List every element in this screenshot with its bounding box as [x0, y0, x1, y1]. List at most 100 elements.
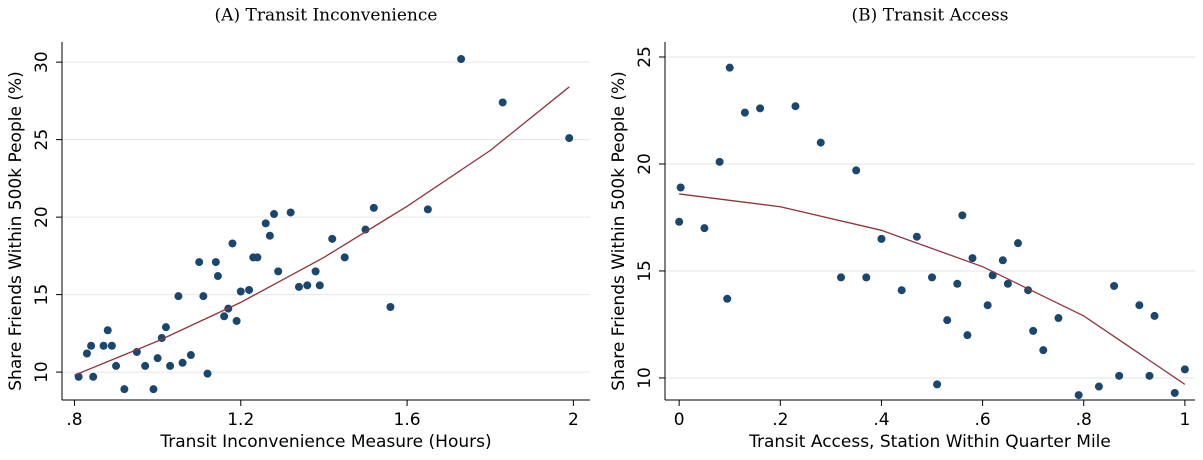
point: [1003, 279, 1012, 288]
point: [457, 55, 466, 64]
point: [87, 341, 96, 350]
point: [897, 286, 906, 295]
chart-title: (A) Transit Inconvenience: [215, 6, 438, 26]
point: [756, 104, 765, 113]
point: [211, 258, 220, 267]
point: [311, 267, 320, 276]
point: [958, 211, 967, 220]
point: [1110, 281, 1119, 290]
x-tick-label: 2: [568, 410, 579, 430]
point: [178, 358, 187, 367]
x-tick-label: .2: [772, 410, 788, 430]
point: [195, 258, 204, 267]
point: [1029, 326, 1038, 335]
x-tick-label: 1.6: [394, 410, 421, 430]
point: [983, 301, 992, 310]
point: [715, 157, 724, 166]
point: [1180, 365, 1189, 374]
point: [933, 380, 942, 389]
point: [953, 279, 962, 288]
point: [203, 369, 212, 378]
point: [565, 134, 574, 143]
point: [998, 256, 1007, 265]
point: [103, 326, 112, 335]
point: [261, 219, 270, 228]
point: [166, 361, 175, 370]
point: [149, 385, 158, 394]
point: [340, 253, 349, 262]
point: [928, 273, 937, 282]
x-axis-label: Transit Access, Station Within Quarter M…: [748, 432, 1111, 452]
y-axis-label: Share Friends Within 500k People (%): [609, 71, 629, 391]
point: [107, 341, 116, 350]
point: [723, 294, 732, 303]
x-tick-label: 1: [1179, 410, 1190, 430]
y-tick-label: 30: [32, 51, 52, 73]
point: [968, 254, 977, 263]
point: [1094, 382, 1103, 391]
point: [725, 63, 734, 72]
point: [315, 281, 324, 290]
point: [265, 231, 274, 240]
point: [877, 234, 886, 243]
point: [328, 234, 337, 243]
x-axis-label: Transit Inconvenience Measure (Hours): [159, 432, 491, 452]
point: [963, 331, 972, 340]
y-tick-label: 15: [32, 284, 52, 306]
point: [1039, 346, 1048, 355]
point: [862, 273, 871, 282]
point: [1135, 301, 1144, 310]
point: [274, 267, 283, 276]
y-tick-label: 20: [32, 206, 52, 228]
point: [112, 361, 121, 370]
point: [912, 232, 921, 241]
point: [943, 316, 952, 325]
point: [220, 312, 229, 321]
fit-line: [74, 86, 570, 376]
x-tick-label: .6: [974, 410, 990, 430]
point: [232, 316, 241, 325]
point: [82, 349, 91, 358]
point: [1170, 388, 1179, 397]
point: [286, 208, 295, 217]
point: [253, 253, 262, 262]
x-tick-label: 0: [674, 410, 685, 430]
point: [303, 281, 312, 290]
point: [153, 354, 162, 363]
point: [1054, 314, 1063, 323]
x-tick-label: .8: [1076, 410, 1092, 430]
point: [1074, 391, 1083, 400]
point: [161, 323, 170, 332]
point: [99, 341, 108, 350]
x-tick-label: 1.2: [227, 410, 254, 430]
x-tick-label: .8: [66, 410, 82, 430]
point: [1115, 371, 1124, 380]
point: [676, 183, 685, 192]
point: [186, 351, 195, 360]
y-tick-label: 10: [635, 367, 655, 389]
point: [270, 210, 279, 219]
point: [386, 303, 395, 312]
point: [1145, 371, 1154, 380]
y-tick-label: 25: [635, 46, 655, 68]
point: [228, 239, 237, 248]
chart-title: (B) Transit Access: [852, 6, 1009, 26]
fit-line: [679, 193, 1186, 385]
point: [498, 98, 507, 107]
point: [141, 361, 150, 370]
point: [294, 282, 303, 291]
point: [836, 273, 845, 282]
point: [1013, 239, 1022, 248]
point: [245, 285, 254, 294]
point: [700, 224, 709, 233]
point: [361, 225, 370, 234]
point: [199, 292, 208, 301]
point: [369, 203, 378, 212]
y-tick-label: 15: [635, 260, 655, 282]
y-axis-label: Share Friends Within 500k People (%): [6, 71, 26, 391]
point: [213, 272, 222, 281]
y-tick-label: 20: [635, 153, 655, 175]
point: [174, 292, 183, 301]
x-tick-label: .4: [873, 410, 889, 430]
